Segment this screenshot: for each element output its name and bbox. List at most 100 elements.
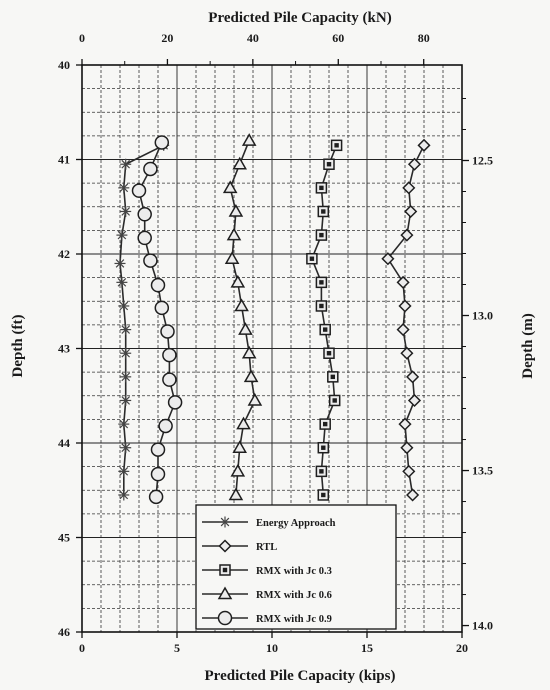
diamond-marker xyxy=(406,488,420,502)
diamond-marker xyxy=(402,464,416,478)
top-tick-label: 20 xyxy=(161,31,173,45)
square-marker-center xyxy=(334,143,339,148)
square-marker-center xyxy=(319,185,324,191)
circle-marker xyxy=(143,161,158,177)
legend-label: RTL xyxy=(256,542,277,553)
diamond-marker xyxy=(400,346,414,360)
right-tick-label: 13.5 xyxy=(472,464,493,478)
star-marker xyxy=(118,489,130,501)
y-tick-label: 43 xyxy=(58,342,70,356)
triangle-marker xyxy=(228,203,244,217)
diamond-marker xyxy=(381,252,395,266)
diamond-marker xyxy=(407,157,422,171)
square-marker-center xyxy=(330,374,335,380)
y-axis-label-right: Depth (m) xyxy=(520,313,536,378)
star-marker-stroke xyxy=(121,325,131,334)
diamond-marker xyxy=(400,228,414,242)
circle-marker xyxy=(167,395,183,410)
star-marker-stroke xyxy=(117,278,127,287)
star-marker-stroke xyxy=(119,183,129,193)
circle-marker xyxy=(143,253,158,268)
circle-marker xyxy=(150,442,166,457)
top-tick-label: 80 xyxy=(418,31,430,45)
square-marker-center xyxy=(332,398,337,403)
axis-ticks: 0 5 10 15 20 40 41 42 43 44 45 46 0 20 40 60 80 12.5 13.0 1… xyxy=(58,31,493,655)
square-marker-center xyxy=(222,567,228,573)
legend-label: Energy Approach xyxy=(256,518,336,529)
diamond-marker xyxy=(402,181,416,195)
triangle-marker xyxy=(238,322,253,335)
square-marker-center xyxy=(319,280,324,285)
star-marker xyxy=(116,229,128,241)
circle-marker xyxy=(148,489,164,505)
star-marker-stroke xyxy=(119,467,129,476)
square-marker-center xyxy=(319,232,324,238)
triangle-marker xyxy=(228,487,244,501)
diamond-marker xyxy=(417,138,431,152)
triangle-marker xyxy=(217,586,233,600)
triangle-marker xyxy=(230,274,246,288)
triangle-marker xyxy=(222,180,238,194)
legend-label: RMX with Jc 0.3 xyxy=(256,566,332,577)
diamond-marker xyxy=(396,275,410,289)
legend-entry: Energy Approach xyxy=(202,516,336,529)
legend-entry: RMX with Jc 0.9 xyxy=(202,610,332,626)
series-line xyxy=(386,144,425,496)
triangle-marker xyxy=(247,392,263,406)
y-tick-label: 40 xyxy=(58,58,70,72)
legend-entry: RMX with Jc 0.3 xyxy=(202,564,332,577)
series-line xyxy=(138,142,176,497)
square-marker-center xyxy=(326,162,332,167)
triangle-marker xyxy=(232,156,247,170)
square-marker-center xyxy=(319,303,324,309)
star-marker-stroke xyxy=(121,348,131,358)
legend-label: RMX with Jc 0.6 xyxy=(256,590,332,601)
star-marker xyxy=(120,158,132,170)
circle-marker xyxy=(217,610,233,626)
y-tick-label: 44 xyxy=(58,436,70,450)
square-marker-center xyxy=(326,351,332,356)
triangle-marker xyxy=(241,133,257,146)
series-square xyxy=(306,139,343,501)
star-marker xyxy=(118,418,130,430)
y-tick-label: 45 xyxy=(58,531,70,545)
diamond-marker xyxy=(218,539,232,553)
square-marker-center xyxy=(319,469,324,474)
square-marker-center xyxy=(321,492,326,498)
star-marker xyxy=(118,182,130,194)
x-tick-label: 0 xyxy=(79,641,85,655)
right-tick-label: 13.0 xyxy=(472,309,493,323)
diamond-marker xyxy=(398,417,412,431)
diamond-marker xyxy=(398,299,412,313)
diamond-marker xyxy=(406,370,420,384)
triangle-marker xyxy=(236,416,251,430)
chart-title: Predicted Pile Capacity (kN) xyxy=(208,10,391,26)
series-layer xyxy=(114,133,431,505)
top-tick-label: 60 xyxy=(332,31,344,45)
star-marker xyxy=(120,442,132,454)
triangle-marker xyxy=(243,369,259,383)
legend: Energy Approach RTL RMX with Jc 0.3 RMX wit… xyxy=(195,504,397,630)
circle-marker xyxy=(154,300,170,316)
x-axis-label: Predicted Pile Capacity (kips) xyxy=(205,668,396,684)
circle-marker xyxy=(162,372,177,387)
series-diamond xyxy=(381,138,431,502)
series-line xyxy=(229,140,256,496)
series-line xyxy=(119,144,165,495)
top-tick-label: 0 xyxy=(79,31,85,45)
star-marker xyxy=(118,465,130,477)
star-marker-stroke xyxy=(119,301,129,311)
star-marker xyxy=(120,371,132,383)
circle-marker xyxy=(137,230,152,246)
square-marker-center xyxy=(323,327,328,332)
diamond-marker xyxy=(407,393,422,408)
star-marker xyxy=(116,276,128,288)
series-star xyxy=(114,139,170,501)
x-tick-label: 15 xyxy=(361,641,373,655)
y-tick-label: 42 xyxy=(58,247,70,261)
triangle-marker xyxy=(224,251,240,264)
star-marker-stroke xyxy=(119,490,129,500)
circle-marker xyxy=(154,135,170,150)
right-tick-label: 12.5 xyxy=(472,153,493,167)
